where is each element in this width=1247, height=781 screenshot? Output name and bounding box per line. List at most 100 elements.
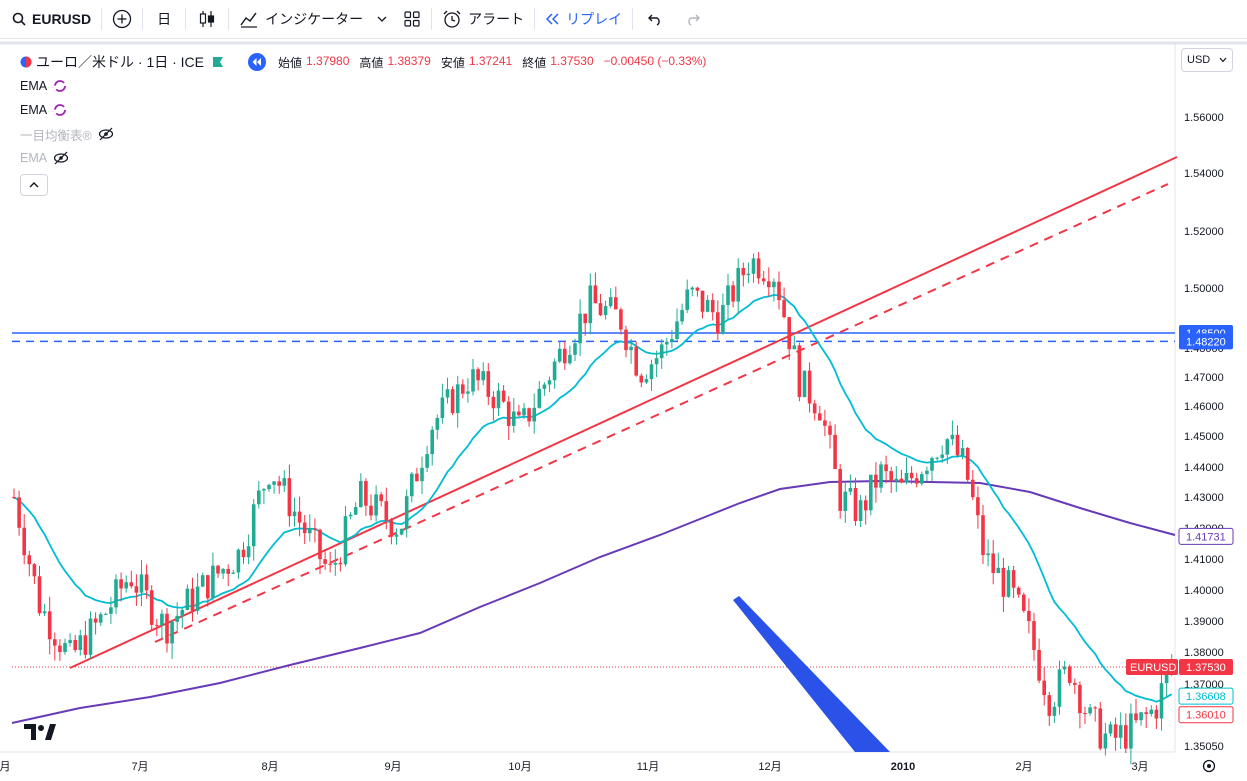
ema-fast-line <box>13 294 1173 703</box>
candle-body <box>445 389 450 398</box>
symbol-badge-label: EURUSD <box>1130 662 1177 674</box>
candle-body <box>420 467 424 482</box>
replay-rewind-badge-icon[interactable] <box>248 53 267 71</box>
candle-body <box>680 309 684 322</box>
collapse-legend-button[interactable] <box>20 174 48 196</box>
indicator-ema-2[interactable]: EMA <box>20 98 712 122</box>
candle-body <box>1078 684 1082 714</box>
indicators-button[interactable]: インジケーター <box>231 0 395 38</box>
candle-body <box>542 384 547 389</box>
price-badge-bg <box>1178 527 1234 545</box>
candle-body <box>292 511 297 517</box>
candle-body <box>950 434 955 440</box>
arrow-drawing[interactable] <box>733 596 890 752</box>
candle-body <box>807 370 812 404</box>
candle-body <box>624 329 628 351</box>
trend-line-dashed[interactable] <box>154 183 1169 643</box>
candle-body <box>756 258 761 279</box>
candle-body <box>904 472 909 483</box>
candle-body <box>894 478 899 481</box>
candle-body <box>874 474 878 488</box>
candle-body <box>481 371 485 381</box>
candle-body <box>665 341 669 345</box>
undo-button[interactable] <box>635 0 675 38</box>
candle-body <box>1103 733 1108 749</box>
candlestick-icon <box>198 9 216 29</box>
candle-body <box>139 574 144 593</box>
candle-body <box>971 479 975 498</box>
time-axis-settings-icon[interactable] <box>1202 759 1216 773</box>
chart-area[interactable]: 1.560001.540001.520001.500001.480001.470… <box>0 39 1247 776</box>
candle-body <box>68 640 72 644</box>
candle-body <box>282 478 287 486</box>
time-tick-label: 6月 <box>0 761 11 773</box>
candle-body <box>1108 724 1113 734</box>
candle-body <box>578 313 582 344</box>
redo-button[interactable] <box>675 0 711 38</box>
divider <box>185 8 187 30</box>
candle-body <box>639 375 644 383</box>
indicator-label: EMA <box>20 103 48 117</box>
candle-body <box>547 380 552 385</box>
candle-body <box>114 579 118 608</box>
candle-body <box>869 474 873 511</box>
divider <box>632 8 634 30</box>
low-value: 1.37241 <box>468 53 513 68</box>
interval-button[interactable]: 日 <box>157 11 172 27</box>
compare-button[interactable] <box>104 0 140 38</box>
candle-body <box>843 491 848 511</box>
candle-body <box>1098 708 1103 749</box>
candle-body <box>710 299 715 313</box>
candle-body <box>812 403 817 414</box>
candle-body <box>308 528 312 534</box>
price-tick-label: 1.40000 <box>1184 585 1224 597</box>
indicator-ema-3[interactable]: EMA <box>20 146 712 170</box>
candle-body <box>772 281 776 288</box>
candle-body <box>384 501 389 521</box>
candle-body <box>1052 706 1057 716</box>
alert-button[interactable]: アラート <box>434 0 532 38</box>
candle-body <box>119 579 123 589</box>
replay-button[interactable]: リプレイ <box>537 0 630 38</box>
candle-body <box>333 562 338 565</box>
indicator-label: EMA <box>20 79 48 93</box>
time-tick-label: 2月 <box>1015 761 1032 773</box>
indicator-chart-icon <box>239 9 259 29</box>
candle-body <box>1154 709 1159 719</box>
candle-body <box>501 390 506 402</box>
price-badge: 1.36608 <box>1178 687 1234 705</box>
candle-body <box>491 396 496 409</box>
eye-hidden-icon <box>53 151 69 165</box>
indicator-ema-1[interactable]: EMA <box>20 74 712 98</box>
candle-body <box>129 582 134 587</box>
candle-body <box>93 618 98 623</box>
candle-body <box>461 384 465 394</box>
candle-body <box>654 358 659 365</box>
chart-type-button[interactable] <box>188 0 226 38</box>
candle-body <box>47 611 52 640</box>
last-price-badge: EURUSD 1.37530 <box>1126 659 1233 676</box>
candle-body <box>262 489 266 491</box>
candle-body <box>1144 712 1148 715</box>
price-chart[interactable]: 1.560001.540001.520001.500001.480001.470… <box>0 39 1247 776</box>
symbol-search-button[interactable]: EURUSD <box>0 0 99 38</box>
candle-body <box>629 346 633 351</box>
candle-body <box>471 369 475 392</box>
currency-select[interactable]: USD <box>1181 48 1233 72</box>
candle-body <box>410 473 414 497</box>
price-badge-label: 1.36010 <box>1186 710 1226 722</box>
templates-button[interactable] <box>395 0 429 38</box>
candle-body <box>399 528 404 535</box>
candle-body <box>634 346 638 376</box>
candle-body <box>430 429 434 455</box>
candle-body <box>527 408 531 422</box>
candle-body <box>996 567 1001 574</box>
indicator-ichimoku[interactable]: 一目均衡表® <box>20 122 712 146</box>
candle-body <box>603 306 608 316</box>
divider <box>534 8 536 30</box>
candle-body <box>466 391 470 394</box>
candle-body <box>124 582 128 589</box>
candle-body <box>767 281 771 288</box>
trend-line[interactable] <box>69 156 1178 669</box>
currency-label: USD <box>1187 54 1211 66</box>
